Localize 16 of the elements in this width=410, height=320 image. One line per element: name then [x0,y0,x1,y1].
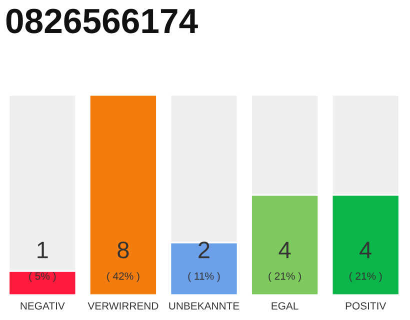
x-tick-label: EGAL [272,302,298,310]
data-label: ( 11% ) [188,272,220,282]
annotation: 4 [278,242,291,258]
data-label: ( 5% ) [29,272,56,282]
x-tick-label: VERWIRREND [88,302,158,310]
x-tick-label: POSITIV [346,302,386,310]
annotation: 2 [198,242,210,258]
data-label: ( 42% ) [107,272,140,282]
x-tick-label: NEGATIV [20,302,65,310]
data-label: ( 21% ) [349,272,382,282]
x-tick-label: UNBEKANNTE [169,302,240,310]
data-label: ( 21% ) [268,272,301,282]
annotation: 1 [38,242,48,258]
annotation: 4 [360,242,372,258]
chart-title: 0826566174 [6,8,198,34]
annotation: 8 [118,242,129,258]
